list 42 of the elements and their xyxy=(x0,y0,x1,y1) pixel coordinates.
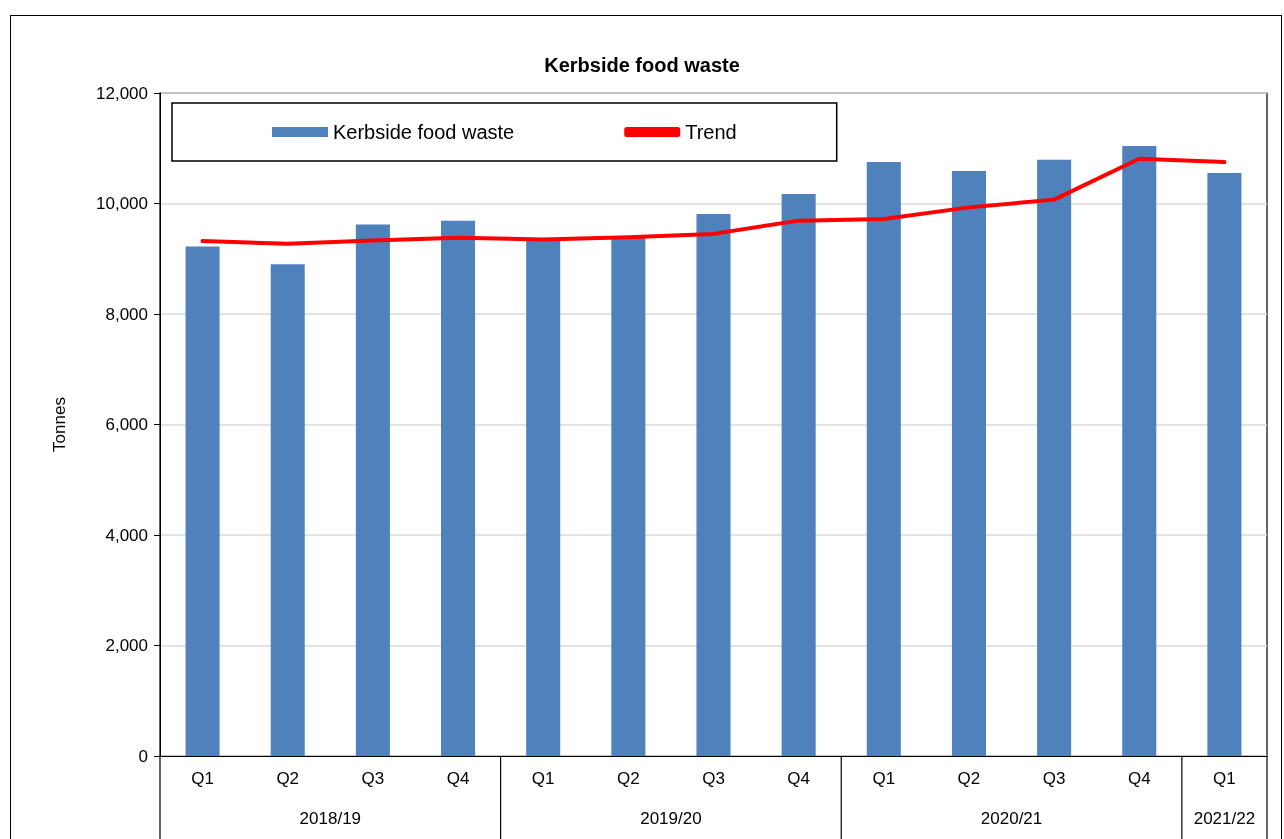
bar xyxy=(355,224,390,756)
legend-label: Trend xyxy=(685,121,737,143)
x-tick-label: Q2 xyxy=(957,769,981,788)
x-tick-label: Q1 xyxy=(191,769,214,788)
text: 2020/21 xyxy=(980,808,1043,828)
x-tick-label: Q1 xyxy=(531,769,555,788)
bar xyxy=(441,220,476,756)
bar xyxy=(1037,159,1072,756)
bar xyxy=(951,170,986,756)
x-tick-label: Q3 xyxy=(361,769,385,788)
bar xyxy=(185,246,220,756)
bar xyxy=(866,162,901,756)
x-tick-label: Q2 xyxy=(617,769,640,788)
legend-label: Kerbside food waste xyxy=(333,121,515,143)
y-tick-label: 4,000 xyxy=(105,525,148,545)
bar xyxy=(1122,146,1157,756)
x-tick-label: Q3 xyxy=(702,769,725,788)
text: 2021/22 xyxy=(1193,808,1256,828)
bar xyxy=(611,237,646,756)
bar xyxy=(781,194,816,756)
x-tick-label: Q2 xyxy=(276,769,300,788)
y-tick-label: 10,000 xyxy=(96,194,148,213)
y-tick-label: 8,000 xyxy=(105,304,148,324)
y-axis-title: Tonnes xyxy=(50,397,69,452)
y-tick-label: 6,000 xyxy=(105,415,148,434)
y-tick-label: 2,000 xyxy=(105,636,148,655)
text: 2019/20 xyxy=(640,808,702,828)
bar xyxy=(1207,173,1242,756)
x-tick-label: Q1 xyxy=(872,769,896,788)
x-tick-label: Q3 xyxy=(1042,769,1066,788)
y-tick-label: 12,000 xyxy=(96,83,148,103)
bar xyxy=(526,239,561,756)
text: 2018/19 xyxy=(299,808,362,828)
x-tick-label: Q4 xyxy=(1127,769,1151,788)
x-tick-label: Q1 xyxy=(1213,769,1236,788)
chart-title: Kerbside food waste xyxy=(544,54,740,76)
line-series xyxy=(200,156,1227,246)
bar xyxy=(270,264,305,756)
x-tick-label: Q4 xyxy=(787,769,810,788)
y-tick-label: 0 xyxy=(138,746,148,766)
bar xyxy=(696,214,731,756)
x-tick-label: Q4 xyxy=(446,769,470,788)
